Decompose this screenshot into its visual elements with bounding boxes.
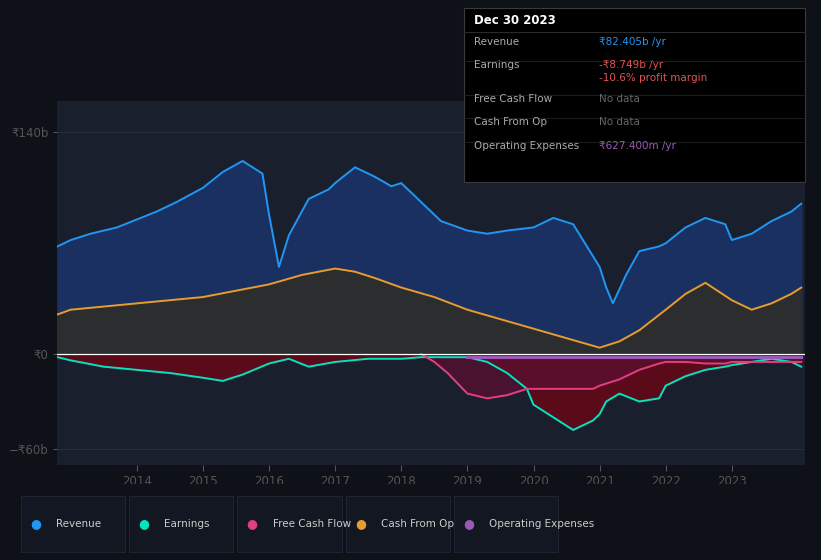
Text: Revenue: Revenue bbox=[474, 37, 519, 47]
Text: ●: ● bbox=[138, 517, 149, 530]
Text: Earnings: Earnings bbox=[474, 60, 519, 71]
Text: ●: ● bbox=[30, 517, 41, 530]
Text: ₹627.400m /yr: ₹627.400m /yr bbox=[599, 141, 677, 151]
Text: Cash From Op: Cash From Op bbox=[381, 519, 454, 529]
Text: Free Cash Flow: Free Cash Flow bbox=[273, 519, 351, 529]
Text: Earnings: Earnings bbox=[164, 519, 209, 529]
Text: Dec 30 2023: Dec 30 2023 bbox=[474, 14, 556, 27]
Text: Revenue: Revenue bbox=[56, 519, 101, 529]
Text: Cash From Op: Cash From Op bbox=[474, 118, 547, 128]
Text: ●: ● bbox=[246, 517, 258, 530]
Text: ●: ● bbox=[355, 517, 366, 530]
Text: ₹82.405b /yr: ₹82.405b /yr bbox=[599, 37, 666, 47]
Text: No data: No data bbox=[599, 118, 640, 128]
Text: No data: No data bbox=[599, 94, 640, 104]
Text: Operating Expenses: Operating Expenses bbox=[489, 519, 594, 529]
Text: -10.6% profit margin: -10.6% profit margin bbox=[599, 73, 708, 83]
Text: ●: ● bbox=[463, 517, 475, 530]
Text: Free Cash Flow: Free Cash Flow bbox=[474, 94, 552, 104]
Text: Operating Expenses: Operating Expenses bbox=[474, 141, 579, 151]
Text: -₹8.749b /yr: -₹8.749b /yr bbox=[599, 60, 663, 71]
